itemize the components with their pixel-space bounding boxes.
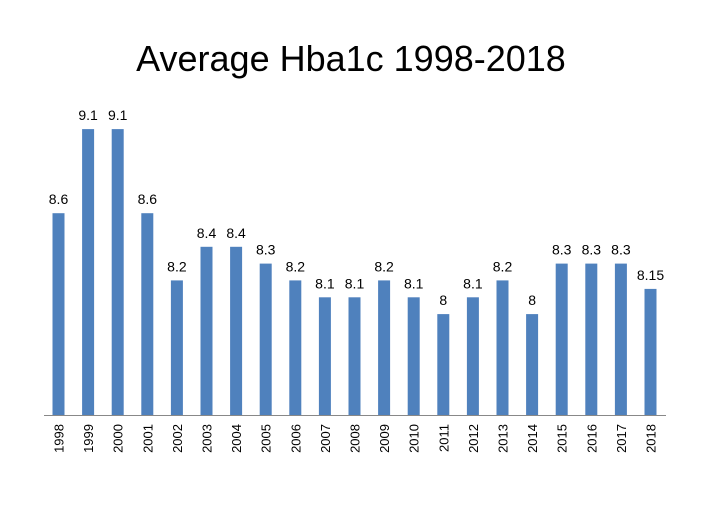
data-label-2010: 8.1	[404, 275, 424, 291]
chart-title: Average Hba1c 1998-2018	[136, 38, 566, 79]
data-label-2007: 8.1	[315, 275, 335, 291]
bar-2012	[466, 297, 479, 415]
bar-2002	[170, 280, 183, 415]
x-tick-label-2012: 2012	[466, 424, 481, 453]
data-label-2018: 8.15	[637, 267, 664, 283]
data-label-2002: 8.2	[167, 258, 187, 274]
data-label-2009: 8.2	[374, 258, 394, 274]
x-tick-label-2017: 2017	[614, 424, 629, 453]
data-label-2005: 8.3	[256, 242, 276, 258]
data-label-2008: 8.1	[345, 275, 365, 291]
bar-1998	[52, 213, 65, 415]
x-tick-label-2007: 2007	[318, 424, 333, 453]
bar-2008	[348, 297, 361, 415]
x-tick-label-2011: 2011	[436, 424, 451, 452]
data-label-2006: 8.2	[286, 258, 306, 274]
bar-2010	[407, 297, 420, 415]
data-label-2014: 8	[528, 292, 536, 308]
x-tick-label-2010: 2010	[407, 424, 422, 453]
bar-2016	[585, 263, 598, 415]
x-tick-label-2016: 2016	[584, 424, 599, 453]
x-tick-label-2002: 2002	[170, 424, 185, 453]
x-tick-label-2000: 2000	[111, 424, 126, 453]
data-label-2016: 8.3	[582, 242, 602, 258]
x-tick-label-2013: 2013	[496, 424, 511, 453]
bar-2011	[437, 314, 450, 415]
bar-2015	[555, 263, 568, 415]
x-tick-label-2003: 2003	[200, 424, 215, 453]
bar-2001	[141, 213, 154, 415]
bar-2003	[200, 246, 213, 415]
bar-1999	[82, 129, 95, 415]
bar-2006	[289, 280, 302, 415]
data-label-2012: 8.1	[463, 275, 483, 291]
x-tick-label-2009: 2009	[377, 424, 392, 453]
bar-2005	[259, 263, 272, 415]
x-tick-label-2001: 2001	[140, 424, 155, 453]
data-label-2000: 9.1	[108, 107, 128, 123]
data-label-2013: 8.2	[493, 258, 513, 274]
data-label-2017: 8.3	[611, 242, 631, 258]
x-tick-label-2006: 2006	[288, 424, 303, 453]
data-label-2015: 8.3	[552, 242, 572, 258]
data-label-2004: 8.4	[226, 225, 246, 241]
data-label-2011: 8	[439, 292, 447, 308]
x-tick-label-2005: 2005	[259, 424, 274, 453]
bar-2007	[318, 297, 331, 415]
bar-2009	[378, 280, 391, 415]
data-label-2001: 8.6	[138, 191, 158, 207]
bar-2017	[614, 263, 627, 415]
bar-2004	[230, 246, 243, 415]
x-tick-label-1998: 1998	[52, 424, 67, 453]
x-tick-label-1999: 1999	[81, 424, 96, 453]
bar-2013	[496, 280, 509, 415]
x-tick-label-2004: 2004	[229, 424, 244, 453]
bar-2014	[526, 314, 539, 415]
x-tick-label-2008: 2008	[348, 424, 363, 453]
x-tick-label-2018: 2018	[644, 424, 659, 453]
data-label-2003: 8.4	[197, 225, 217, 241]
bar-2000	[111, 129, 124, 415]
x-tick-label-2015: 2015	[555, 424, 570, 453]
bar-2018	[644, 288, 657, 415]
data-label-1999: 9.1	[78, 107, 98, 123]
data-label-1998: 8.6	[49, 191, 69, 207]
x-tick-label-2014: 2014	[525, 424, 540, 453]
